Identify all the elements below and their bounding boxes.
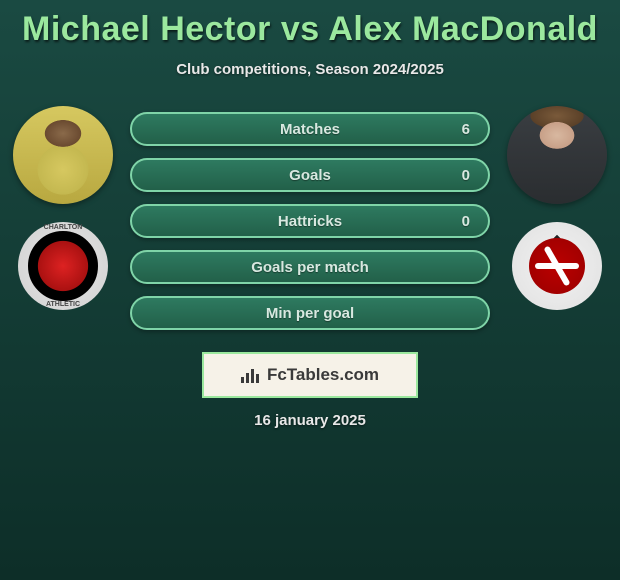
stat-label: Goals xyxy=(289,167,331,184)
comparison-panel: CHARLTON ATHLETIC Matches 6 Goals 0 Hatt… xyxy=(0,106,620,330)
stat-label: Hattricks xyxy=(278,213,342,230)
stat-row-hattricks: Hattricks 0 xyxy=(130,204,490,238)
left-column: CHARLTON ATHLETIC xyxy=(8,106,118,310)
stat-row-matches: Matches 6 xyxy=(130,112,490,146)
stat-value: 0 xyxy=(462,213,470,230)
right-club-badge xyxy=(512,222,602,310)
right-player-avatar xyxy=(507,106,607,204)
stat-label: Min per goal xyxy=(266,305,354,322)
club-name-top: CHARLTON xyxy=(18,224,108,231)
stat-label: Matches xyxy=(280,121,340,138)
stat-label: Goals per match xyxy=(251,259,369,276)
stat-row-min-per-goal: Min per goal xyxy=(130,296,490,330)
stat-value: 6 xyxy=(462,121,470,138)
left-player-avatar xyxy=(13,106,113,204)
left-club-badge: CHARLTON ATHLETIC xyxy=(18,222,108,310)
brand-text: FcTables.com xyxy=(267,365,379,385)
page-title: Michael Hector vs Alex MacDonald xyxy=(0,0,620,49)
stats-list: Matches 6 Goals 0 Hattricks 0 Goals per … xyxy=(118,106,502,330)
club-name-bottom: ATHLETIC xyxy=(18,301,108,308)
chart-bars-icon xyxy=(241,367,261,383)
subtitle: Club competitions, Season 2024/2025 xyxy=(0,61,620,78)
snapshot-date: 16 january 2025 xyxy=(0,412,620,429)
stat-row-goals: Goals 0 xyxy=(130,158,490,192)
stat-row-goals-per-match: Goals per match xyxy=(130,250,490,284)
stat-value: 0 xyxy=(462,167,470,184)
right-column xyxy=(502,106,612,310)
brand-badge[interactable]: FcTables.com xyxy=(202,352,418,398)
